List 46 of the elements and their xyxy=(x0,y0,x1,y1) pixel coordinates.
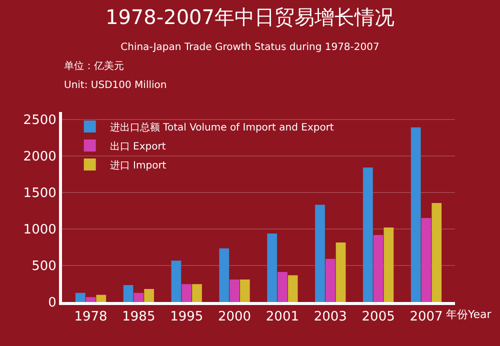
bar xyxy=(230,279,240,302)
bar xyxy=(240,279,250,302)
x-tick-label: 1978 xyxy=(74,310,108,325)
bar xyxy=(123,285,134,302)
bar xyxy=(267,233,278,302)
x-tick-label: 1995 xyxy=(170,310,204,325)
text: 单位：亿美元 xyxy=(64,60,124,72)
y-tick-label: 500 xyxy=(32,259,56,274)
x-tick-label: 2000 xyxy=(218,310,252,325)
chart-title: 1978-2007年中日贸易增长情况 xyxy=(105,5,395,30)
bar xyxy=(336,242,346,302)
x-axis-title: 年份Year xyxy=(446,308,492,321)
bar xyxy=(219,248,230,302)
x-tick-label: 1985 xyxy=(122,310,156,325)
bar xyxy=(134,292,144,302)
legend-label: 出口 Export xyxy=(110,140,166,152)
bar xyxy=(315,204,325,302)
x-tick-label: 2005 xyxy=(362,310,395,325)
bar xyxy=(182,284,192,302)
bar xyxy=(384,228,394,302)
bar xyxy=(192,284,202,302)
legend-label: 进出口总额 Total Volume of Import and Export xyxy=(110,121,334,134)
bar xyxy=(288,275,298,302)
bar xyxy=(278,272,288,302)
bar xyxy=(86,297,96,302)
x-tick-label: 2001 xyxy=(266,310,300,325)
x-tick-label: 2003 xyxy=(314,310,347,325)
y-tick-label: 1500 xyxy=(23,186,56,201)
bar xyxy=(75,292,86,302)
bar xyxy=(325,258,336,302)
bar xyxy=(432,203,442,302)
y-tick-label: 2500 xyxy=(23,112,56,128)
bar xyxy=(410,127,421,302)
text: Unit: USD100 Million xyxy=(64,80,167,91)
chart-subtitle: China-Japan Trade Growth Status during 1978-2007 xyxy=(120,42,380,54)
y-tick-label: 0 xyxy=(48,296,56,311)
bar xyxy=(144,288,154,302)
legend-label: 进口 Import xyxy=(110,159,166,172)
bar xyxy=(373,235,384,302)
y-tick-label: 1000 xyxy=(23,222,56,238)
bar xyxy=(171,260,182,302)
bar xyxy=(96,294,106,302)
bar xyxy=(363,168,373,302)
y-tick-label: 2000 xyxy=(23,149,56,164)
x-tick-label: 2007 xyxy=(410,310,443,325)
bar xyxy=(421,218,432,302)
